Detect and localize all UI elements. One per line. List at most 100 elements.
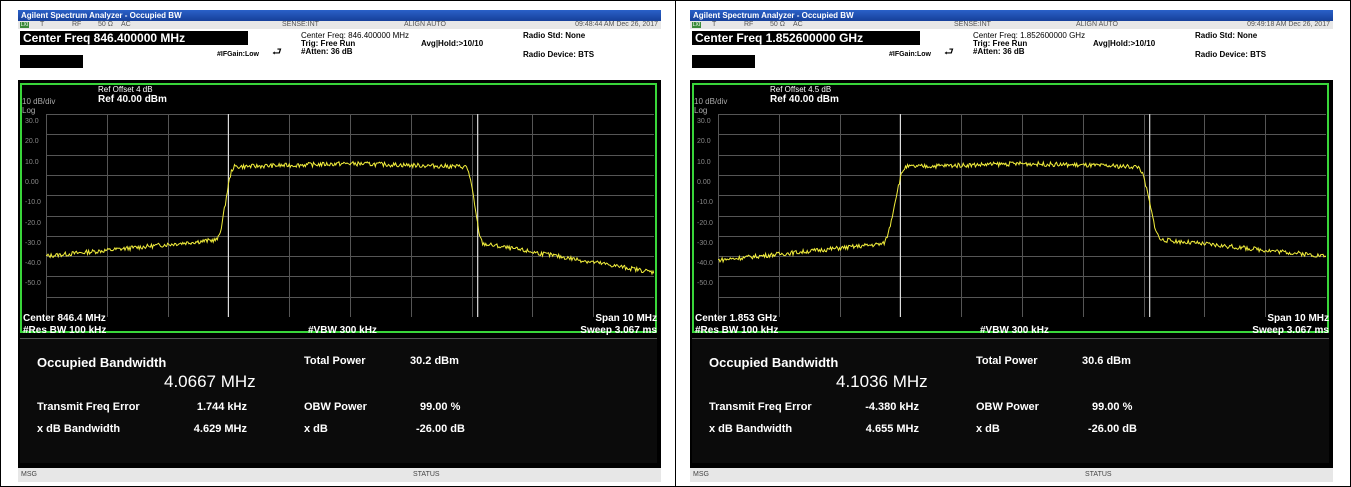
obw-power-value: 99.00 % xyxy=(1092,401,1133,413)
y-tick-label: -10.0 xyxy=(697,199,713,207)
y-tick-label: 30.0 xyxy=(25,118,39,125)
status-bar: LXI T RF 50 Ω AC SENSE:INT ALIGN AUTO 09… xyxy=(18,21,661,29)
enter-icon[interactable]: ⮐ xyxy=(944,46,954,58)
trigger-indicator: T xyxy=(40,21,45,28)
ref-offset: Ref Offset 4 dB xyxy=(98,85,153,94)
xdb-bw-label: x dB Bandwidth xyxy=(709,423,793,435)
scale-label: 10 dB/div xyxy=(694,97,728,106)
coupling-indicator: AC xyxy=(121,21,131,28)
coupling-indicator: AC xyxy=(793,21,803,28)
xdb-label: x dB xyxy=(304,423,328,435)
y-tick-label: -50.0 xyxy=(25,280,41,288)
y-tick-label: 20.0 xyxy=(697,138,711,146)
align-indicator: ALIGN AUTO xyxy=(1076,21,1118,28)
info-trig: Trig: Free Run xyxy=(973,39,1028,48)
total-power-value: 30.6 dBm xyxy=(1082,355,1131,367)
sweep-label: Sweep 3.067 ms xyxy=(1252,325,1329,336)
impedance-indicator: 50 Ω xyxy=(770,21,785,28)
tfe-label: Transmit Freq Error xyxy=(709,401,812,413)
y-tick-label: -10.0 xyxy=(25,199,41,207)
y-tick-label: -40.0 xyxy=(697,260,713,268)
y-tick-label: -40.0 xyxy=(25,260,41,268)
y-tick-label: 20.0 xyxy=(25,138,39,146)
center-label: Center 1.853 GHz xyxy=(695,313,778,324)
lxi-icon: LXI xyxy=(692,22,701,28)
log-label: Log xyxy=(22,106,36,115)
info-atten: #Atten: 36 dB xyxy=(301,47,353,56)
y-tick-label: 10.0 xyxy=(25,158,39,166)
msg-label: MSG xyxy=(693,471,709,478)
analyzer-window-left: Agilent Spectrum Analyzer - Occupied BW … xyxy=(18,10,661,482)
measurement-screen: Ref Offset 4.5 dB Ref 40.00 dBm 10 dB/di… xyxy=(690,80,1333,482)
span-label: Span 10 MHz xyxy=(1267,313,1329,324)
window-title: Agilent Spectrum Analyzer - Occupied BW xyxy=(18,10,661,21)
xdb-bw-label: x dB Bandwidth xyxy=(37,423,121,435)
y-tick-label: -20.0 xyxy=(25,219,41,227)
panel-divider xyxy=(675,0,676,487)
message-bar: MSG STATUS xyxy=(690,468,1333,482)
center-freq-display[interactable]: Center Freq 846.400000 MHz xyxy=(20,31,248,45)
tfe-value: -4.380 kHz xyxy=(865,401,919,413)
rbw-label: #Res BW 100 kHz xyxy=(23,325,107,336)
avg-hold: Avg|Hold:>10/10 xyxy=(421,39,484,48)
impedance-indicator: 50 Ω xyxy=(98,21,113,28)
total-power-label: Total Power xyxy=(976,355,1038,367)
sense-indicator: SENSE:INT xyxy=(282,21,319,28)
if-gain: #IFGain:Low xyxy=(889,51,931,58)
enter-icon[interactable]: ⮐ xyxy=(272,46,282,58)
center-label: Center 846.4 MHz xyxy=(23,313,106,324)
status-label: STATUS xyxy=(413,471,440,478)
avg-hold: Avg|Hold:>10/10 xyxy=(1093,39,1156,48)
y-tick-label: -30.0 xyxy=(25,239,41,247)
ref-offset: Ref Offset 4.5 dB xyxy=(770,85,832,94)
radio-std: Radio Std: None xyxy=(523,31,586,40)
y-tick-label: 0.00 xyxy=(697,178,711,186)
info-trig: Trig: Free Run xyxy=(301,39,356,48)
message-bar: MSG STATUS xyxy=(18,468,661,482)
occ-bw-value: 4.1036 MHz xyxy=(836,372,928,391)
span-label: Span 10 MHz xyxy=(595,313,657,324)
spectrum-trace xyxy=(46,160,654,276)
obw-power-label: OBW Power xyxy=(304,401,367,413)
trigger-indicator: T xyxy=(712,21,717,28)
measurement-screen: Ref Offset 4 dB Ref 40.00 dBm 10 dB/div … xyxy=(18,80,661,482)
log-label: Log xyxy=(694,106,708,115)
y-tick-label: -30.0 xyxy=(697,239,713,247)
sweep-label: Sweep 3.067 ms xyxy=(580,325,657,336)
y-tick-label: 0.00 xyxy=(25,178,39,186)
sense-indicator: SENSE:INT xyxy=(954,21,991,28)
xdb-label: x dB xyxy=(976,423,1000,435)
status-label: STATUS xyxy=(1085,471,1112,478)
obw-power-value: 99.00 % xyxy=(420,401,461,413)
total-power-label: Total Power xyxy=(304,355,366,367)
spectrum-trace-plot xyxy=(46,114,654,317)
rbw-label: #Res BW 100 kHz xyxy=(695,325,779,336)
occ-bw-value: 4.0667 MHz xyxy=(164,372,256,391)
xdb-bw-value: 4.629 MHz xyxy=(193,423,247,435)
spectrum-trace-plot xyxy=(718,114,1326,317)
rf-indicator: RF xyxy=(72,21,82,28)
plot-frame xyxy=(20,83,657,333)
rf-indicator: RF xyxy=(744,21,754,28)
settings-header: Center Freq 1.852600000 GHz Center Freq:… xyxy=(690,29,1333,80)
vbw-label: #VBW 300 kHz xyxy=(980,325,1049,336)
radio-std: Radio Std: None xyxy=(1195,31,1258,40)
info-center-freq: Center Freq: 846.400000 MHz xyxy=(301,31,410,40)
msg-label: MSG xyxy=(21,471,37,478)
occ-bw-label: Occupied Bandwidth xyxy=(37,355,167,370)
ref-level: Ref 40.00 dBm xyxy=(98,94,167,105)
softkey-field xyxy=(20,55,83,68)
plot-frame xyxy=(692,83,1329,333)
xdb-value: -26.00 dB xyxy=(416,423,465,435)
window-title: Agilent Spectrum Analyzer - Occupied BW xyxy=(690,10,1333,21)
radio-device: Radio Device: BTS xyxy=(523,50,595,59)
xdb-bw-value: 4.655 MHz xyxy=(865,423,919,435)
timestamp: 09:48:44 AM Dec 26, 2017 xyxy=(575,21,658,28)
center-freq-display[interactable]: Center Freq 1.852600000 GHz xyxy=(692,31,920,45)
spectrum-trace xyxy=(718,160,1326,264)
settings-header: Center Freq 846.400000 MHz Center Freq: … xyxy=(18,29,661,80)
ref-level: Ref 40.00 dBm xyxy=(770,94,839,105)
obw-power-label: OBW Power xyxy=(976,401,1039,413)
vbw-label: #VBW 300 kHz xyxy=(308,325,377,336)
y-tick-label: -50.0 xyxy=(697,280,713,288)
